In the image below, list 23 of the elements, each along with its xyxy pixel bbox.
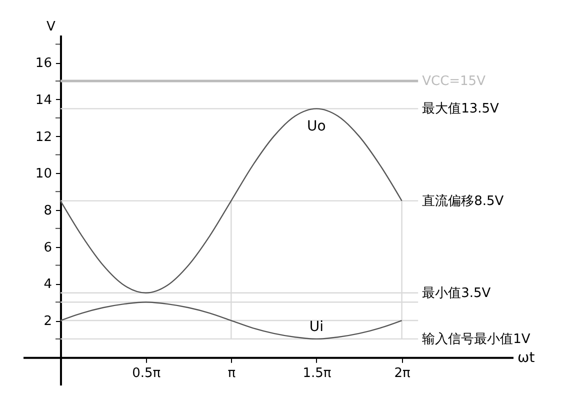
y-tick-label: 4 <box>44 277 52 292</box>
y-tick-label: 2 <box>44 314 52 330</box>
x-axis-title: ωt <box>518 350 536 366</box>
x-tick-label: 0.5π <box>132 366 161 381</box>
line-series <box>60 302 402 340</box>
line-series <box>60 108 402 294</box>
y-tick-label: 8 <box>44 204 52 218</box>
ref-line-label: 直流偏移8.5V <box>422 192 504 209</box>
x-tick-label: 1.5π <box>302 366 332 381</box>
ref-line-label: 输入信号最小值1V <box>422 332 530 347</box>
y-tick-label: 12 <box>35 130 52 145</box>
y-axis-title: V <box>46 20 56 34</box>
y-tick-label: 16 <box>35 56 52 72</box>
y-tick-label: 14 <box>35 92 52 108</box>
y-tick-label: 10 <box>35 166 52 182</box>
ref-line-label: VCC=15V <box>422 74 486 90</box>
x-tick-label: 2π <box>394 366 411 381</box>
series-label: Ui <box>309 318 324 335</box>
series-label: Uo <box>307 118 326 135</box>
ref-line-label: 最大值13.5V <box>422 102 500 117</box>
x-tick-label: π <box>228 366 236 381</box>
ref-line-label: 最小值3.5V <box>422 286 491 301</box>
y-tick-label: 6 <box>44 240 52 256</box>
